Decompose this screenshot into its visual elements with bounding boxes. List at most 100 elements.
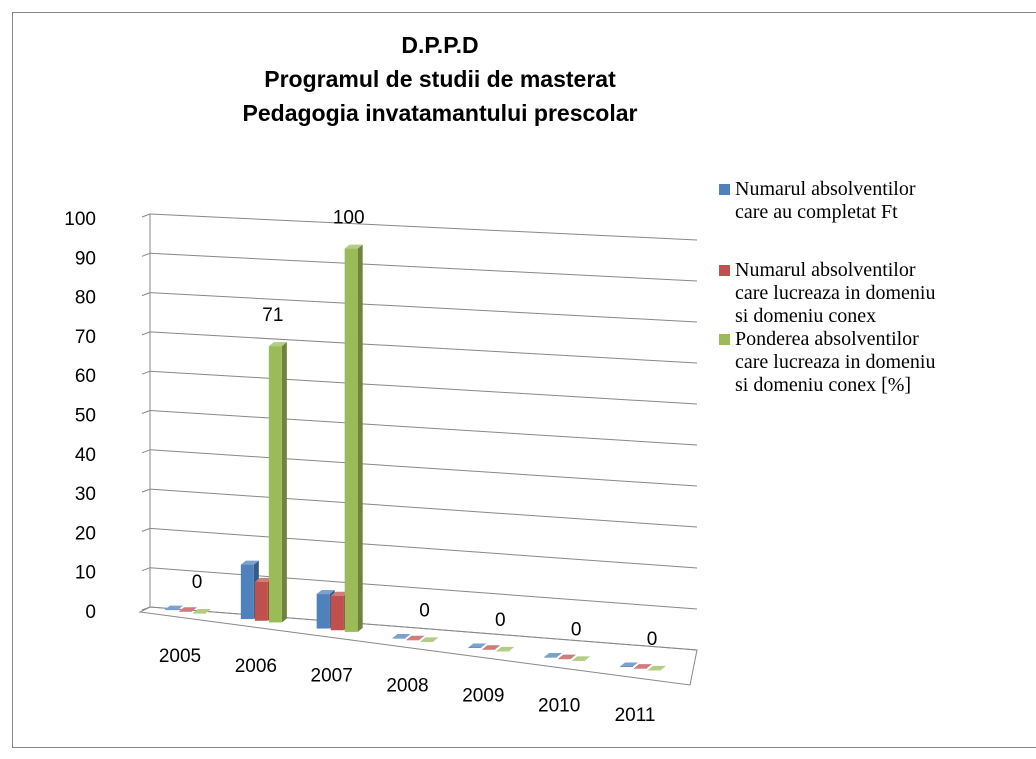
grid-line <box>149 527 698 569</box>
bar <box>496 650 510 652</box>
bar <box>648 669 661 671</box>
bar-top <box>620 662 638 667</box>
bar-top <box>558 654 577 659</box>
y-tick-label: 40 <box>75 445 96 466</box>
x-tick-label: 2006 <box>235 656 277 677</box>
bar <box>193 612 206 614</box>
legend-swatch <box>719 184 730 195</box>
grid-line <box>149 488 698 528</box>
bar-group <box>572 656 591 661</box>
bar <box>344 248 358 632</box>
bar-top <box>468 643 487 648</box>
bar-top <box>482 645 501 650</box>
grid-line <box>149 410 698 446</box>
bar <box>634 668 647 669</box>
tick-mark <box>141 567 151 572</box>
bar-group <box>468 643 487 649</box>
bar-top <box>193 608 211 613</box>
data-label: 0 <box>419 600 430 621</box>
y-tick-label: 10 <box>75 563 96 584</box>
legend-swatch <box>719 334 730 345</box>
bar-group <box>165 605 183 611</box>
legend-item: Numarul absolventilor care lucreaza in d… <box>715 259 1036 328</box>
bar-top <box>572 656 591 661</box>
tick-mark <box>141 331 151 336</box>
bar-group <box>268 342 287 623</box>
tick-mark <box>141 527 151 532</box>
data-label: 0 <box>571 619 582 640</box>
data-label: 71 <box>262 305 283 326</box>
x-tick-label: 2009 <box>462 685 504 706</box>
bar-side <box>281 342 287 623</box>
bar <box>165 609 178 611</box>
legend-label: Numarul absolventilor care au completat … <box>735 178 916 223</box>
bar-top <box>268 342 287 347</box>
bar-group <box>193 608 211 614</box>
y-tick-label: 100 <box>64 209 96 230</box>
bar <box>406 639 420 641</box>
bar-top <box>406 635 425 640</box>
grid-line <box>149 252 698 282</box>
bar <box>316 594 330 629</box>
x-tick-label: 2011 <box>615 705 656 726</box>
grid-line <box>149 292 698 323</box>
bar-top <box>496 646 515 651</box>
bar-top <box>165 605 183 610</box>
bar <box>268 346 282 623</box>
bar-group <box>634 664 652 669</box>
legend-label: Numarul absolventilor care lucreaza in d… <box>735 259 936 327</box>
grid-line <box>149 449 698 487</box>
bar <box>468 647 482 649</box>
bar-group <box>482 645 501 650</box>
legend-item: Numarul absolventilor care au completat … <box>715 178 1036 224</box>
bar-group <box>420 637 439 642</box>
y-tick-label: 20 <box>75 523 96 544</box>
bar <box>240 564 254 620</box>
tick-mark <box>141 410 151 414</box>
y-tick-label: 50 <box>75 406 96 427</box>
bar <box>544 656 558 658</box>
bar <box>420 641 434 642</box>
legend-item: Ponderea absolventilor care lucreaza in … <box>715 328 1036 397</box>
y-tick-label: 80 <box>75 288 96 309</box>
x-tick-label: 2005 <box>159 646 201 667</box>
bar-group <box>558 654 577 660</box>
tick-mark <box>141 213 151 218</box>
chart-title: D.P.P.D Programul de studii de masterat … <box>242 32 638 126</box>
bar <box>392 638 406 639</box>
bar <box>179 611 192 612</box>
grid-line <box>149 370 698 405</box>
bar <box>620 666 633 667</box>
bar <box>572 660 586 661</box>
bar-top <box>392 634 411 639</box>
bar <box>254 581 268 621</box>
grid-line <box>149 213 698 241</box>
bar-top <box>634 664 652 669</box>
bar-side <box>357 244 363 632</box>
bar-group <box>620 662 638 667</box>
tick-mark <box>141 252 151 257</box>
bar-top <box>420 637 439 642</box>
bar-group <box>544 652 563 658</box>
y-tick-label: 0 <box>85 602 96 623</box>
tick-mark <box>141 449 151 454</box>
data-label: 100 <box>333 208 365 229</box>
tick-mark <box>141 370 151 375</box>
bar-top <box>240 560 259 565</box>
x-tick-label: 2008 <box>386 676 428 697</box>
chart-border <box>12 12 1036 748</box>
y-tick-label: 70 <box>75 327 96 348</box>
bar-group <box>179 607 197 612</box>
bar-group <box>406 635 425 641</box>
bar-group <box>392 634 411 639</box>
bar-group <box>648 665 666 671</box>
bar-group <box>496 646 515 652</box>
grid-line <box>149 331 698 364</box>
x-tick-label: 2010 <box>538 695 580 716</box>
bar <box>330 595 344 631</box>
bar-top <box>648 665 666 670</box>
legend-label: Ponderea absolventilor care lucreaza in … <box>735 328 936 396</box>
tick-mark <box>141 606 151 611</box>
